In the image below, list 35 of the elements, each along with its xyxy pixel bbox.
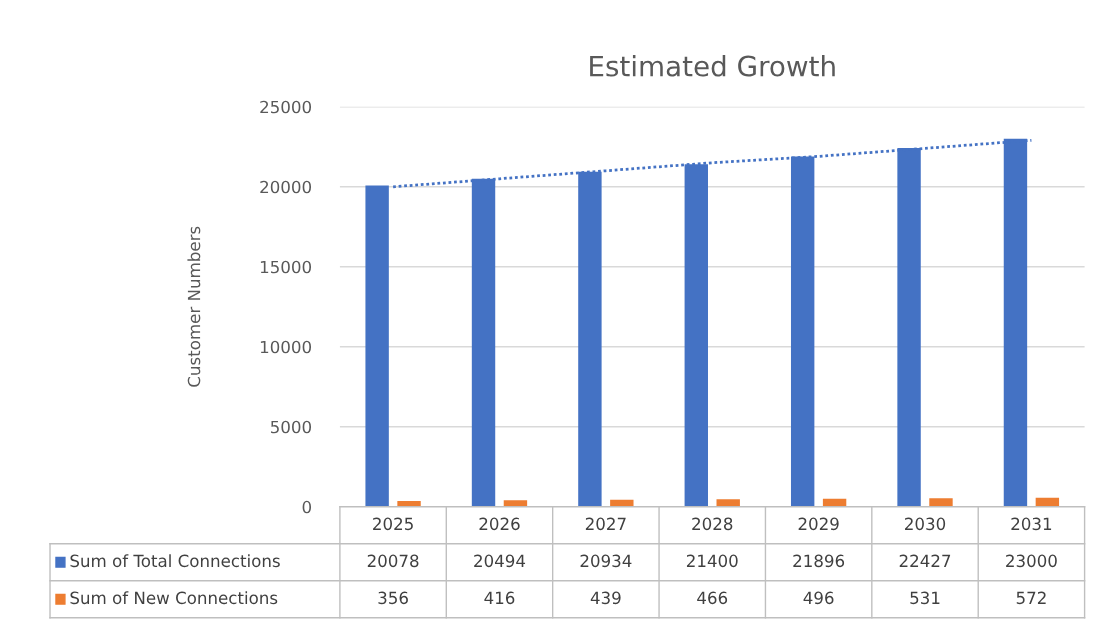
data-label: 21400: [686, 554, 738, 568]
x-tick-label: 2025: [373, 517, 413, 531]
data-label: 439: [590, 591, 621, 605]
data-label: 23000: [1006, 554, 1057, 568]
chart-title: Estimated Growth: [590, 55, 835, 77]
bar: [716, 499, 740, 507]
y-tick-label: 0: [302, 500, 312, 514]
data-label: 21896: [793, 554, 845, 568]
x-tick-label: 2027: [585, 517, 626, 531]
y-tick-label: 25000: [260, 100, 312, 114]
x-tick-label: 2030: [905, 517, 946, 531]
data-label: 496: [803, 591, 834, 605]
data-label: 572: [1016, 591, 1046, 605]
data-label: 416: [484, 591, 515, 605]
bar: [397, 501, 421, 507]
data-label: 531: [910, 591, 940, 605]
y-tick-label: 20000: [260, 180, 312, 194]
x-tick-label: 2029: [798, 517, 839, 531]
data-label: 22427: [899, 554, 951, 567]
legend-label: Sum of Total Connections: [70, 554, 280, 568]
x-tick-label: 2028: [692, 517, 733, 531]
y-tick-label: 5000: [270, 420, 312, 434]
data-label: 20078: [367, 554, 419, 568]
data-label: 466: [697, 591, 728, 605]
x-tick-label: 2031: [1011, 517, 1052, 531]
bar: [929, 498, 953, 507]
y-tick-label: 15000: [260, 260, 312, 274]
y-tick-label: 10000: [260, 340, 312, 354]
data-label: 20494: [474, 554, 526, 568]
y-axis-title: Customer Numbers: [187, 226, 201, 387]
data-label: 356: [378, 591, 408, 605]
data-label: 20934: [580, 554, 632, 568]
x-tick-label: 2026: [479, 517, 520, 531]
legend-label: Sum of New Connections: [70, 591, 278, 605]
bar: [365, 185, 389, 507]
